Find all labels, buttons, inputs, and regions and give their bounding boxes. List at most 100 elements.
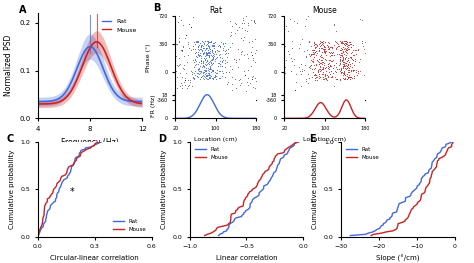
Point (328, 59, 335, 63)
Point (207, 67, 214, 71)
Point (203, 42, 211, 46)
Point (173, 75, 181, 79)
Point (203, 58, 210, 62)
Point (237, 36, 245, 41)
Point (241, 94, 249, 99)
Point (204, 62, 211, 66)
Point (352, 70, 360, 74)
Point (208, 57, 215, 62)
Point (350, 74, 357, 78)
Point (344, 76, 352, 80)
Text: A: A (19, 5, 27, 15)
Point (311, 76, 319, 80)
Point (202, 69, 210, 73)
Y-axis label: Normalized PSD: Normalized PSD (4, 35, 13, 97)
Point (207, 53, 215, 57)
Point (195, 60, 203, 64)
Point (208, 63, 215, 67)
Point (207, 70, 215, 74)
Point (204, 41, 211, 45)
Point (326, 47, 333, 51)
Point (216, 69, 224, 73)
Point (290, 57, 298, 61)
Point (225, 70, 232, 74)
Point (190, 60, 198, 64)
Point (200, 52, 207, 56)
Point (316, 64, 323, 68)
Point (204, 66, 212, 70)
Point (205, 75, 213, 79)
Point (197, 75, 205, 79)
Point (242, 14, 250, 18)
Point (211, 40, 219, 44)
Point (345, 60, 353, 64)
Point (207, 50, 214, 55)
Point (320, 49, 328, 53)
Point (192, 39, 200, 43)
Point (222, 92, 230, 96)
Point (205, 54, 212, 59)
Point (344, 58, 352, 62)
Point (232, 97, 240, 101)
Point (205, 53, 212, 57)
Point (332, 29, 339, 33)
Point (335, 63, 343, 67)
Point (205, 50, 212, 54)
Point (345, 68, 353, 72)
Point (191, 73, 199, 77)
Point (187, 25, 195, 29)
Point (221, 49, 228, 53)
Point (224, 51, 232, 55)
Point (221, 75, 229, 79)
Point (248, 97, 255, 101)
Point (224, 47, 231, 51)
Point (217, 44, 224, 48)
Point (297, 62, 305, 67)
Point (175, 56, 183, 60)
Point (338, 47, 346, 51)
Point (175, 38, 183, 43)
Point (191, 42, 198, 46)
Point (198, 39, 206, 43)
Point (194, 47, 201, 51)
Point (180, 45, 187, 49)
Point (232, 89, 240, 94)
Point (347, 44, 355, 49)
Point (343, 40, 350, 44)
Point (349, 48, 356, 52)
Point (356, 59, 363, 64)
Point (185, 83, 193, 87)
Point (211, 74, 219, 79)
Point (194, 40, 202, 44)
Point (196, 64, 203, 68)
Point (339, 64, 347, 69)
Point (195, 39, 202, 43)
Point (241, 35, 248, 39)
Point (201, 77, 208, 81)
Point (195, 69, 203, 73)
Point (339, 71, 347, 75)
Point (202, 76, 210, 80)
Point (237, 50, 245, 54)
Point (318, 53, 325, 57)
Point (311, 73, 319, 77)
Point (221, 74, 229, 79)
Point (206, 49, 213, 53)
Point (209, 48, 216, 52)
Point (243, 29, 251, 33)
Point (196, 43, 203, 48)
Point (211, 57, 219, 61)
Point (295, 64, 303, 69)
Point (353, 73, 361, 77)
Point (191, 57, 199, 61)
Point (339, 41, 346, 45)
Point (203, 51, 210, 55)
Point (349, 53, 356, 58)
Point (349, 43, 357, 47)
Point (322, 58, 329, 62)
Point (184, 78, 192, 82)
Point (196, 71, 203, 75)
Point (359, 39, 366, 43)
Point (198, 43, 206, 47)
Point (237, 95, 245, 100)
